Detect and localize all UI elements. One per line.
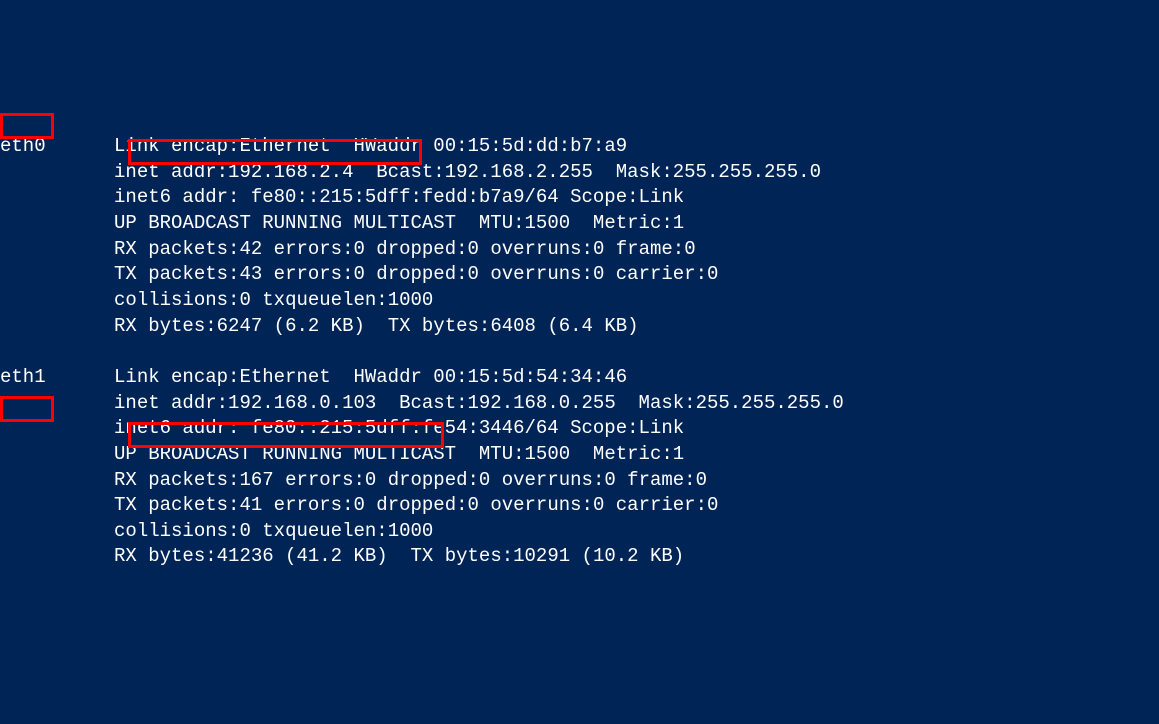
iface0-tx-overruns: 0 (593, 263, 604, 285)
iface1-link-encap: Ethernet (239, 366, 330, 388)
iface1-rx-overruns: 0 (604, 469, 615, 491)
iface1-tx-bytes: 10291 (513, 545, 570, 567)
iface0-tx-dropped: 0 (468, 263, 479, 285)
iface0-tx-errors: 0 (353, 263, 364, 285)
iface0-rx-packets: 42 (239, 238, 262, 260)
iface1-tx-dropped: 0 (468, 494, 479, 516)
iface0-hwaddr: 00:15:5d:dd:b7:a9 (433, 135, 627, 157)
iface1-rx-errors: 0 (365, 469, 376, 491)
iface1-hwaddr: 00:15:5d:54:34:46 (433, 366, 627, 388)
terminal-output: eth0 Link encap:Ethernet HWaddr 00:15:5d… (0, 109, 1159, 596)
iface0-txqueuelen: 1000 (388, 289, 434, 311)
iface1-mask: 255.255.255.0 (696, 392, 844, 414)
iface1-tx-overruns: 0 (593, 494, 604, 516)
iface0-tx-bytes-h: 6.4 KB (559, 315, 627, 337)
highlight-box (0, 396, 54, 422)
iface1-tx-packets: 41 (239, 494, 262, 516)
iface1-rx-dropped: 0 (479, 469, 490, 491)
iface1-rx-bytes-h: 41.2 KB (296, 545, 376, 567)
iface1-mtu: 1500 (525, 443, 571, 465)
iface1-rx-frame: 0 (696, 469, 707, 491)
iface0-rx-frame: 0 (684, 238, 695, 260)
iface1-txqueuelen: 1000 (388, 520, 434, 542)
iface0-bcast: 192.168.2.255 (445, 161, 593, 183)
iface1-name: eth1 (0, 366, 46, 388)
iface0-flags: UP BROADCAST RUNNING MULTICAST (114, 212, 456, 234)
iface1-inet6: fe80::215:5dff:fe54:3446/64 (251, 417, 559, 439)
iface1-scope: Link (639, 417, 685, 439)
iface0-rx-dropped: 0 (468, 238, 479, 260)
iface1-inet-addr: 192.168.0.103 (228, 392, 376, 414)
iface0-name: eth0 (0, 135, 46, 157)
iface0-rx-bytes-h: 6.2 KB (285, 315, 353, 337)
iface0-link-encap: Ethernet (239, 135, 330, 157)
iface1-tx-errors: 0 (353, 494, 364, 516)
iface0-mask: 255.255.255.0 (673, 161, 821, 183)
iface1-flags: UP BROADCAST RUNNING MULTICAST (114, 443, 456, 465)
iface0-scope: Link (639, 186, 685, 208)
iface0-rx-overruns: 0 (593, 238, 604, 260)
iface0-rx-errors: 0 (353, 238, 364, 260)
iface0-tx-carrier: 0 (707, 263, 718, 285)
iface1-tx-carrier: 0 (707, 494, 718, 516)
iface1-metric: 1 (673, 443, 684, 465)
iface1-bcast: 192.168.0.255 (468, 392, 616, 414)
iface0-inet-addr: 192.168.2.4 (228, 161, 353, 183)
iface0-inet6: fe80::215:5dff:fedd:b7a9/64 (251, 186, 559, 208)
iface0-rx-bytes: 6247 (217, 315, 263, 337)
iface0-collisions: 0 (239, 289, 250, 311)
iface1-rx-packets: 167 (239, 469, 273, 491)
iface0-tx-bytes: 6408 (490, 315, 536, 337)
iface0-metric: 1 (673, 212, 684, 234)
iface0-mtu: 1500 (525, 212, 571, 234)
iface1-tx-bytes-h: 10.2 KB (593, 545, 673, 567)
iface0-tx-packets: 43 (239, 263, 262, 285)
iface1-rx-bytes: 41236 (217, 545, 274, 567)
iface1-collisions: 0 (239, 520, 250, 542)
